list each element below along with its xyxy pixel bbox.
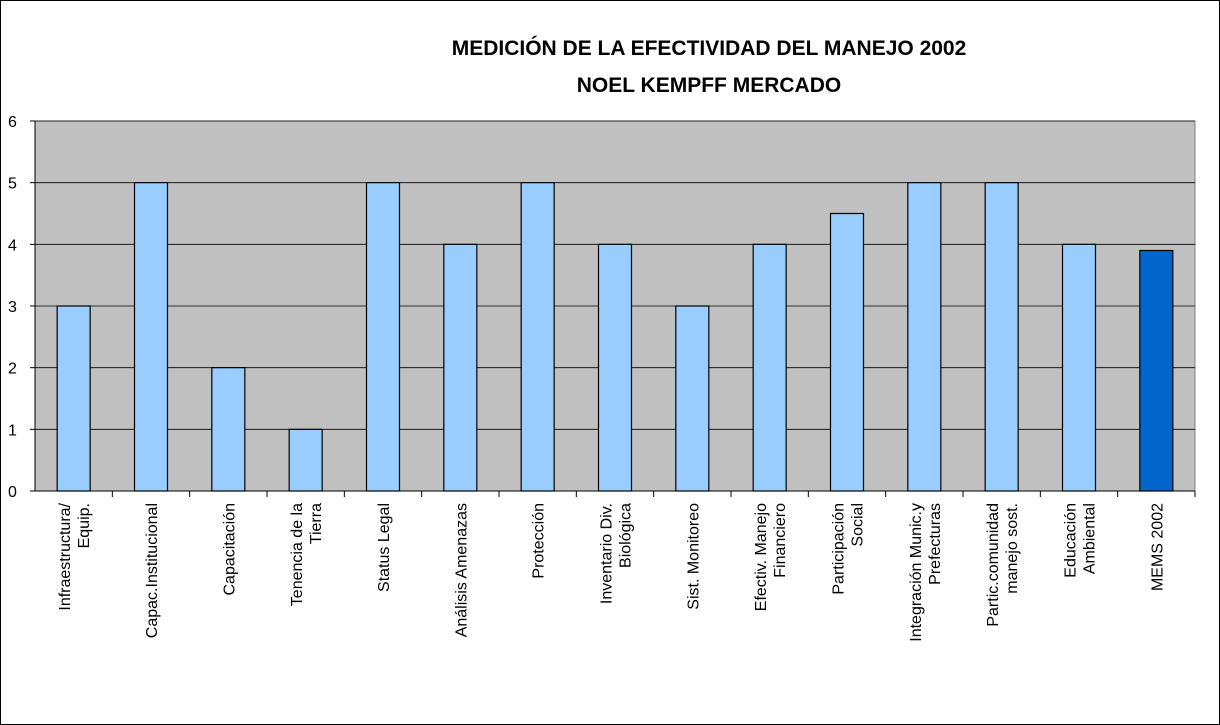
x-tick-label: Integración Munic.y: [908, 503, 925, 642]
bar: [907, 182, 942, 492]
bar: [1061, 243, 1097, 492]
y-tick-label: 3: [8, 299, 17, 316]
x-tick-label: Participación: [831, 503, 848, 595]
x-tick-label: Sist. Monitoreo: [685, 503, 702, 610]
x-tick-label: manejo sost.: [1004, 503, 1021, 594]
bar: [597, 243, 633, 492]
y-tick-label: 6: [8, 114, 17, 131]
x-tick-label: Tierra: [308, 503, 325, 544]
x-tick-label: Social: [850, 503, 867, 547]
y-tick-label: 5: [8, 176, 17, 193]
x-tick-label: Financiero: [772, 503, 789, 578]
bar: [1139, 249, 1174, 492]
y-tick-label: 1: [8, 422, 17, 439]
bar: [675, 305, 710, 492]
x-tick-label: Equip.: [76, 503, 93, 548]
x-tick-label: MEMS 2002: [1149, 503, 1166, 591]
x-tick-label: Análisis Amenazas: [453, 503, 470, 637]
bar: [443, 243, 478, 492]
bar: [520, 182, 555, 492]
chart-title: MEDICIÓN DE LA EFECTIVIDAD DEL MANEJO 20…: [452, 36, 967, 60]
x-tick-label: Tenencia de la: [289, 503, 306, 606]
x-tick-label: Efectiv. Manejo: [753, 503, 770, 611]
bar: [984, 182, 1019, 492]
bar: [365, 182, 401, 492]
y-tick-label: 0: [8, 484, 17, 501]
x-tick-label: Capacitación: [221, 503, 238, 596]
x-tick-label: Prefecturas: [927, 503, 944, 585]
bar: [288, 428, 323, 492]
x-tick-label: Capac.Institucional: [144, 503, 161, 638]
x-tick-label: Partic.comunidad: [985, 503, 1002, 627]
bar: [829, 212, 865, 492]
bar: [56, 305, 91, 492]
chart-title: NOEL KEMPFF MERCADO: [577, 74, 841, 97]
x-tick-label: Protección: [531, 503, 548, 579]
x-tick-label: Educación: [1063, 503, 1080, 578]
bar: [133, 182, 169, 492]
bar: [752, 243, 787, 492]
bar: [211, 367, 246, 492]
x-tick-label: Biológica: [618, 503, 635, 568]
y-tick-label: 2: [8, 361, 17, 378]
x-tick-label: Infraestructura/: [57, 502, 74, 610]
y-tick-label: 4: [8, 237, 17, 254]
x-tick-label: Ambiental: [1082, 503, 1099, 574]
x-tick-label: Status Legal: [376, 503, 393, 592]
x-tick-label: Inventario Div.: [599, 503, 616, 604]
